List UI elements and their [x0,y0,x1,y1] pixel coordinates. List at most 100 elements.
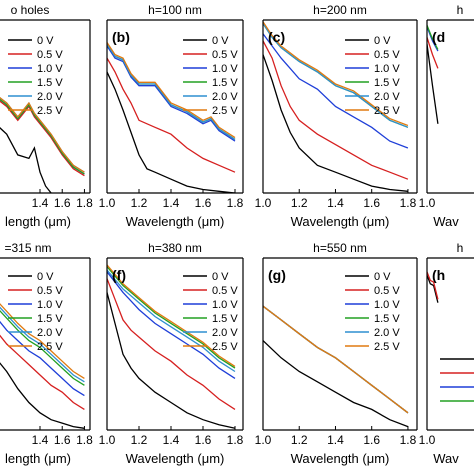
series-line-b-10V [107,45,236,142]
x-tick-label-f-4: 1.8 [227,433,244,447]
panel-title-c: h=200 nm [313,3,367,17]
series-line-f-10V [107,271,236,379]
panel-letter-g: (g) [268,267,286,283]
x-axis-label-c: Wavelength (μm) [291,214,390,229]
series-line-g-25V [263,305,409,414]
panels-group: 1.4 1.6 1.8 o holes length (μm) 0 V 0.5 V 1.0 V… [0,3,474,466]
legend-label-f-5: 2.5 V [212,341,238,353]
series-line-e-05V [0,334,85,410]
panel-e: 1.4 1.6 1.8 =315 nm length (μm) 0 V 0.5 V 1.0 V… [0,241,93,466]
x-axis-label-h: Wav [433,451,459,466]
series-line-e-0V [0,362,85,429]
x-tick-label-f-1: 1.2 [131,433,148,447]
x-tick-label-b-2: 1.4 [163,196,180,210]
x-tick-label-a-0: 1.4 [32,196,49,210]
x-tick-label-e-0: 1.4 [32,433,49,447]
panel-letter-c: (c) [268,29,285,45]
x-tick-label-c-2: 1.4 [327,196,344,210]
x-axis-label-a: length (μm) [5,214,71,229]
x-tick-label-g-3: 1.6 [363,433,380,447]
series-line-b-05V [107,57,236,173]
x-tick-label-e-1: 1.6 [54,433,71,447]
x-tick-label-c-0: 1.0 [255,196,272,210]
panel-d: 1.0 h (d Wav [419,3,474,229]
series-line-b-25V [107,42,236,139]
series-line-f-15V [107,266,236,369]
panel-title-e: =315 nm [4,241,51,255]
legend-label-b-2: 1.0 V [212,63,238,75]
x-tick-label-c-1: 1.2 [291,196,308,210]
legend-label-b-1: 0.5 V [212,49,238,61]
x-tick-label-b-3: 1.6 [195,196,212,210]
x-tick-label-f-0: 1.0 [99,433,116,447]
series-line-c-05V [263,40,409,180]
x-tick-label-a-2: 1.8 [76,196,93,210]
legend-label-g-2: 1.0 V [374,299,400,311]
x-tick-label-b-0: 1.0 [99,196,116,210]
legend-label-e-1: 0.5 V [37,285,63,297]
legend-label-e-0: 0 V [37,271,54,283]
series-line-h-0V [427,274,439,303]
legend-label-f-3: 1.5 V [212,313,238,325]
series-line-a-05V [0,100,85,177]
legend-label-c-0: 0 V [374,35,391,47]
legend-label-b-3: 1.5 V [212,77,238,89]
legend-label-b-4: 2.0 V [212,91,238,103]
legend-label-e-2: 1.0 V [37,299,63,311]
legend-label-c-5: 2.5 V [374,105,400,117]
series-line-d-05V [427,37,439,69]
series-line-e-25V [0,303,85,379]
panel-c: 1.0 1.2 1.4 1.6 1.8 h=200 nm (c) Wavelength (μm… [255,3,418,229]
series-line-e-10V [0,320,85,397]
x-axis-label-e: length (μm) [5,451,71,466]
x-tick-label-c-3: 1.6 [363,196,380,210]
panel-h: 1.0 h (h Wav [419,241,474,466]
x-tick-label-f-2: 1.4 [163,433,180,447]
series-line-c-25V [263,21,409,127]
x-tick-label-b-1: 1.2 [131,196,148,210]
series-line-g-0V [263,340,409,428]
legend-label-e-5: 2.5 V [37,341,63,353]
legend-label-f-1: 0.5 V [212,285,238,297]
legend-label-a-2: 1.0 V [37,63,63,75]
series-line-f-05V [107,278,236,410]
x-tick-label-e-2: 1.8 [76,433,93,447]
panel-title-a: o holes [11,3,50,17]
legend-label-f-2: 1.0 V [212,299,238,311]
x-axis-label-g: Wavelength (μm) [291,451,390,466]
legend-label-b-5: 2.5 V [212,105,238,117]
series-line-e-15V [0,309,85,386]
x-axis-label-d: Wav [433,214,459,229]
panel-title-g: h=550 nm [313,241,367,255]
x-tick-label-g-4: 1.8 [400,433,417,447]
legend-label-f-0: 0 V [212,271,229,283]
panel-title-f: h=380 nm [148,241,202,255]
legend-label-g-1: 0.5 V [374,285,400,297]
series-line-a-15V [0,98,85,175]
x-tick-label-b-4: 1.8 [227,196,244,210]
legend-label-c-2: 1.0 V [374,63,400,75]
series-line-f-20V [107,269,236,373]
x-tick-label-h-0: 1.0 [419,433,436,447]
panel-f: 1.0 1.2 1.4 1.6 1.8 h=380 nm (f) Wavelength (μm… [99,241,244,466]
panel-letter-d: (d [432,29,445,45]
legend-label-b-0: 0 V [212,35,229,47]
legend-label-c-1: 0.5 V [374,49,400,61]
series-line-d-25V [427,24,439,50]
legend-label-g-5: 2.5 V [374,341,400,353]
legend-label-a-5: 2.5 V [37,105,63,117]
legend-label-g-3: 1.5 V [374,313,400,325]
series-line-a-0V [0,127,52,193]
legend-label-a-4: 2.0 V [37,91,63,103]
panel-title-d: h [457,3,464,17]
legend-label-e-3: 1.5 V [37,313,63,325]
panel-letter-f: (f) [112,267,126,283]
series-line-f-0V [107,292,236,429]
series-line-b-20V [107,43,236,140]
series-line-d-0V [427,44,439,124]
x-axis-label-b: Wavelength (μm) [126,214,225,229]
legend-label-e-4: 2.0 V [37,327,63,339]
series-line-c-20V [263,23,409,128]
panel-letter-b: (b) [112,29,130,45]
